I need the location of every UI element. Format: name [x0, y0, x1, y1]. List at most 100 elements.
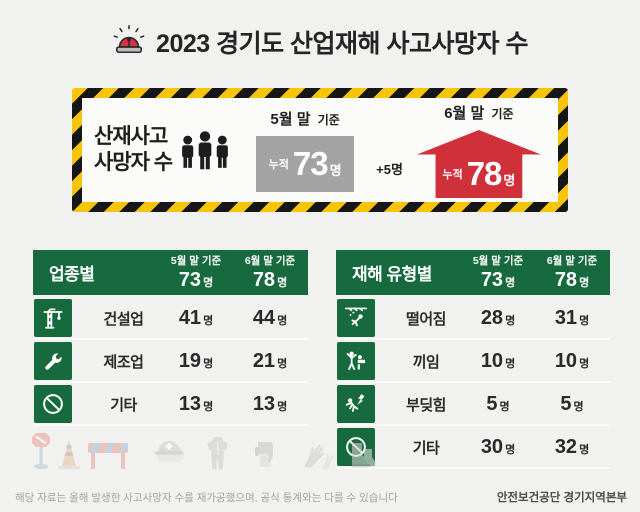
- siren-icon: [112, 24, 146, 60]
- june-total-value: 78: [466, 155, 503, 192]
- summary-banner: 산재사고 사망자 수: [72, 88, 568, 212]
- protective-suit-icon: [204, 435, 232, 471]
- type-col-june-total: 78: [554, 268, 578, 291]
- footer-disclaimer: 해당 자료는 올해 발생한 사고사망자 수를 재가공했으며, 공식 통계와는 다…: [15, 492, 398, 504]
- people-group-icon: [180, 130, 230, 177]
- row-label: 부딪힘: [406, 396, 446, 414]
- unit-label: 명: [277, 400, 288, 413]
- face-shield-icon: [248, 439, 284, 471]
- row-may-value: 13: [178, 392, 202, 415]
- unit-label: 명: [277, 357, 288, 370]
- row-may-value: 19: [178, 349, 202, 372]
- table-row-fall: 떨어짐 28 명 31 명: [336, 298, 610, 340]
- table-row-construction: 건설업 41 명 44 명: [33, 298, 308, 340]
- unit-label: 명: [579, 443, 590, 456]
- crane-icon: [34, 299, 72, 337]
- banner-label-line1: 산재사고: [94, 125, 168, 149]
- unit-label: 명: [573, 400, 584, 413]
- boots-icon: [346, 441, 378, 471]
- table-row-other-industry: 기타 13 명 13 명: [33, 384, 308, 426]
- unit-label: 명: [505, 314, 516, 327]
- prohibition-icon: [34, 385, 72, 423]
- table-row-caught: 끼임 10 명 10 명: [336, 341, 610, 383]
- unit-label: 명: [579, 276, 590, 289]
- banner-label-line2: 사망자 수: [94, 151, 173, 174]
- may-prefix: 누적: [268, 159, 289, 171]
- banner-label: 산재사고 사망자 수: [94, 124, 173, 175]
- row-june-value: 31: [554, 306, 578, 329]
- row-june-value: 13: [252, 392, 276, 415]
- row-june-value: 44: [252, 306, 276, 329]
- row-may-value: 5: [486, 392, 498, 415]
- gloves-icon: [298, 437, 334, 471]
- unit-label: 명: [579, 357, 590, 370]
- unit-label: 명: [579, 314, 590, 327]
- row-label: 기타: [110, 396, 137, 414]
- traffic-cone-icon: [56, 437, 82, 471]
- wrench-icon: [34, 342, 72, 380]
- type-col-june-period: 6월 말 기준: [546, 255, 598, 268]
- june-period-label: 6월 말 기준: [444, 102, 513, 123]
- industry-col-may: 5월 말 기준 73 명: [160, 254, 232, 290]
- footer-organization: 안전보건공단 경기지역본부: [496, 492, 627, 504]
- row-label: 기타: [412, 439, 440, 457]
- unit-label: 명: [203, 357, 214, 370]
- industry-table-title: 업종별: [49, 265, 95, 284]
- row-label: 건설업: [103, 310, 144, 328]
- may-summary: 5월 말 기준 누적 73 명: [256, 108, 355, 192]
- accident-type-table-header: 재해 유형별 5월 말 기준 73 명 6월 말 기준 78 명: [336, 250, 610, 295]
- stop-sign-icon: [30, 431, 52, 471]
- june-unit: 명: [503, 172, 516, 188]
- accident-type-table: 재해 유형별 5월 말 기준 73 명 6월 말 기준 78 명: [336, 250, 610, 470]
- june-summary: 6월 말 기준 누적 78 명: [416, 102, 541, 198]
- industry-col-may-total: 73: [178, 268, 202, 291]
- row-may-value: 41: [178, 306, 202, 329]
- unit-label: 명: [505, 357, 516, 370]
- row-may-value: 30: [480, 435, 504, 458]
- may-basis: 기준: [317, 113, 340, 127]
- industry-table: 업종별 5월 말 기준 73 명 6월 말 기준 78 명: [33, 250, 308, 427]
- accident-type-table-title: 재해 유형별: [352, 265, 432, 284]
- caught-in-machine-icon: [337, 342, 375, 380]
- safety-icons-strip: [30, 431, 378, 471]
- helmet-icon: [152, 437, 186, 471]
- page-title: 2023 경기도 산업재해 사고사망자 수: [156, 30, 528, 58]
- type-col-may-period: 5월 말 기준: [472, 255, 524, 268]
- delta-label: +5명: [376, 162, 403, 177]
- row-may-value: 10: [480, 349, 504, 372]
- industry-col-june-total: 78: [252, 268, 276, 291]
- type-col-june: 6월 말 기준 78 명: [534, 254, 610, 290]
- may-total-value: 73: [292, 145, 329, 182]
- barrier-icon: [86, 439, 130, 471]
- falling-person-icon: [337, 299, 375, 337]
- industry-col-june: 6월 말 기준 78 명: [232, 254, 308, 290]
- may-total-box: 누적 73 명: [256, 136, 355, 192]
- row-june-value: 21: [252, 349, 276, 372]
- industry-col-may-period: 5월 말 기준: [170, 255, 222, 268]
- unit-label: 명: [277, 276, 288, 289]
- type-col-may: 5월 말 기준 73 명: [462, 254, 534, 290]
- june-basis: 기준: [491, 107, 514, 121]
- unit-label: 명: [505, 276, 516, 289]
- row-label: 끼임: [412, 353, 440, 371]
- row-june-value: 10: [554, 349, 578, 372]
- unit-label: 명: [203, 276, 214, 289]
- may-period: 5월 말: [270, 111, 311, 128]
- unit-label: 명: [277, 314, 288, 327]
- june-total-arrow: 누적 78 명: [416, 130, 541, 198]
- page-title-bar: 2023 경기도 산업재해 사고사망자 수: [0, 24, 640, 60]
- june-prefix: 누적: [442, 169, 463, 181]
- row-label: 제조업: [103, 353, 144, 371]
- industry-table-header: 업종별 5월 말 기준 73 명 6월 말 기준 78 명: [33, 250, 308, 295]
- may-unit: 명: [329, 162, 342, 178]
- table-row-manufacturing: 제조업 19 명 21 명: [33, 341, 308, 383]
- june-period: 6월 말: [444, 105, 485, 122]
- unit-label: 명: [203, 400, 214, 413]
- row-june-value: 5: [560, 392, 572, 415]
- type-col-may-total: 73: [480, 268, 504, 291]
- row-label: 떨어짐: [406, 310, 446, 328]
- industry-col-june-period: 6월 말 기준: [244, 255, 296, 268]
- unit-label: 명: [203, 314, 214, 327]
